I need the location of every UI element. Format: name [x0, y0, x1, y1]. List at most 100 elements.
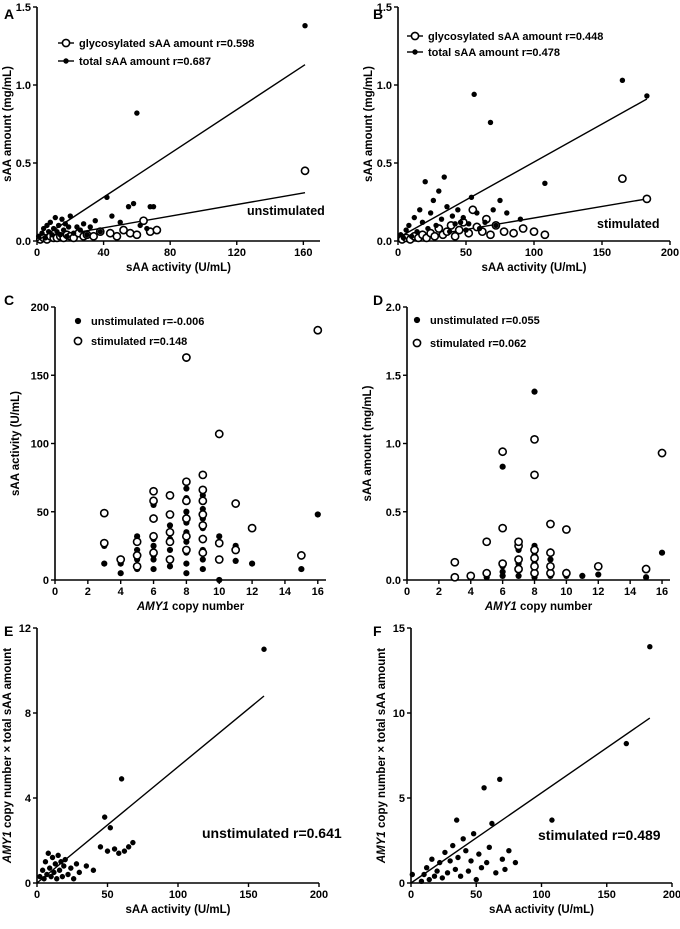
y-axis-label-rest: copy number × total sAA amount	[2, 648, 14, 831]
x-tick-label: 10	[560, 586, 572, 598]
data-point	[457, 873, 464, 879]
data-point	[109, 213, 115, 219]
data-point	[139, 216, 148, 226]
data-point	[408, 233, 415, 240]
legend-entry: unstimulated r=0.055	[413, 315, 540, 327]
data-point	[418, 878, 425, 884]
data-point	[468, 858, 474, 864]
data-point	[444, 870, 451, 876]
y-axis-label: AMY1 copy number × total sAA amount	[2, 648, 14, 864]
data-point	[216, 533, 223, 540]
data-point	[498, 523, 508, 533]
data-point	[529, 227, 539, 237]
data-point	[61, 863, 67, 869]
data-point	[644, 93, 650, 99]
x-tick-label: 0	[404, 586, 410, 598]
y-tick-label: 1.0	[377, 80, 392, 92]
series-points	[101, 355, 321, 584]
x-tick-label: 80	[164, 247, 176, 259]
y-tick-label: 4	[25, 793, 32, 805]
series-points	[398, 77, 650, 241]
data-point	[449, 213, 456, 219]
data-point	[433, 222, 439, 229]
data-point	[497, 776, 503, 782]
y-tick-label: 150	[31, 370, 49, 382]
x-tick-label: 40	[97, 247, 109, 259]
data-point	[183, 485, 190, 492]
x-tick-label: 100	[525, 247, 543, 259]
y-tick-label: 0.0	[16, 236, 31, 248]
y-tick-label: 0.5	[377, 158, 392, 170]
panel-letter: B	[373, 6, 383, 22]
data-point	[447, 858, 453, 864]
legend-entry: glycosylated sAA amount r=0.598	[58, 38, 254, 50]
legend-marker	[61, 38, 71, 48]
data-point	[499, 856, 506, 862]
data-point	[490, 207, 496, 213]
legend-marker	[413, 316, 421, 324]
x-tick-label: 10	[213, 586, 225, 598]
data-point	[59, 216, 65, 222]
legend-marker	[63, 58, 69, 64]
data-point	[97, 228, 103, 235]
data-point	[561, 525, 571, 534]
data-point	[442, 849, 448, 856]
data-point	[166, 522, 174, 529]
data-point	[530, 435, 539, 444]
data-point	[150, 565, 157, 573]
data-point	[482, 219, 488, 225]
data-point	[642, 194, 652, 204]
regression-line	[36, 695, 265, 884]
data-point	[104, 194, 110, 201]
data-point	[406, 222, 412, 229]
data-point	[530, 470, 539, 480]
data-point	[444, 203, 450, 210]
data-point	[542, 180, 548, 186]
panel-d: D 0 2 4 6 8 10 12 14 16 0.0 0.5 1.0 1.5 2.0 AMY1 copy n…	[362, 292, 670, 613]
panel-a: A 0 40 80 120 160 0.0 0.5 1.0 1.5 sAA activity (U/…	[2, 2, 325, 274]
data-point	[493, 870, 499, 876]
legend-label: stimulated r=0.148	[91, 336, 187, 348]
data-point	[427, 210, 434, 216]
legend-label: total sAA amount r=0.478	[428, 47, 560, 59]
data-point	[486, 844, 492, 850]
data-point	[497, 197, 503, 204]
y-tick-label: 1.5	[16, 2, 31, 14]
legend-marker	[410, 31, 420, 41]
data-point	[101, 560, 108, 567]
y-tick-label: 1.0	[386, 439, 401, 451]
data-point	[48, 873, 54, 880]
data-point	[112, 231, 122, 241]
data-point	[502, 866, 508, 873]
x-tick-label: 4	[118, 586, 125, 598]
data-point	[67, 213, 73, 219]
data-point	[214, 555, 224, 564]
data-point	[130, 839, 136, 846]
data-point	[471, 91, 477, 98]
y-tick-label: 1.5	[386, 370, 401, 382]
x-tick-label: 200	[310, 889, 328, 901]
y-tick-label: 200	[31, 302, 49, 314]
data-point	[121, 848, 128, 854]
data-point	[64, 233, 70, 240]
x-tick-label: 16	[656, 586, 668, 598]
data-point	[134, 110, 140, 116]
data-point	[540, 230, 550, 240]
x-tick-label: 50	[101, 889, 113, 901]
data-point	[183, 508, 190, 515]
data-point	[52, 861, 59, 867]
data-point	[455, 207, 461, 213]
data-point	[99, 508, 109, 518]
data-point	[547, 556, 554, 563]
data-point	[198, 496, 208, 506]
data-point	[117, 219, 123, 225]
x-axis-label: sAA activity (U/mL)	[489, 904, 594, 916]
data-point	[430, 197, 437, 204]
data-point	[450, 572, 460, 582]
data-point	[421, 871, 427, 878]
y-axis-label-rest: copy number × total sAA amount	[376, 648, 388, 831]
series-points	[450, 435, 667, 582]
data-point	[509, 228, 518, 238]
data-point	[460, 836, 466, 842]
data-point	[65, 871, 71, 878]
